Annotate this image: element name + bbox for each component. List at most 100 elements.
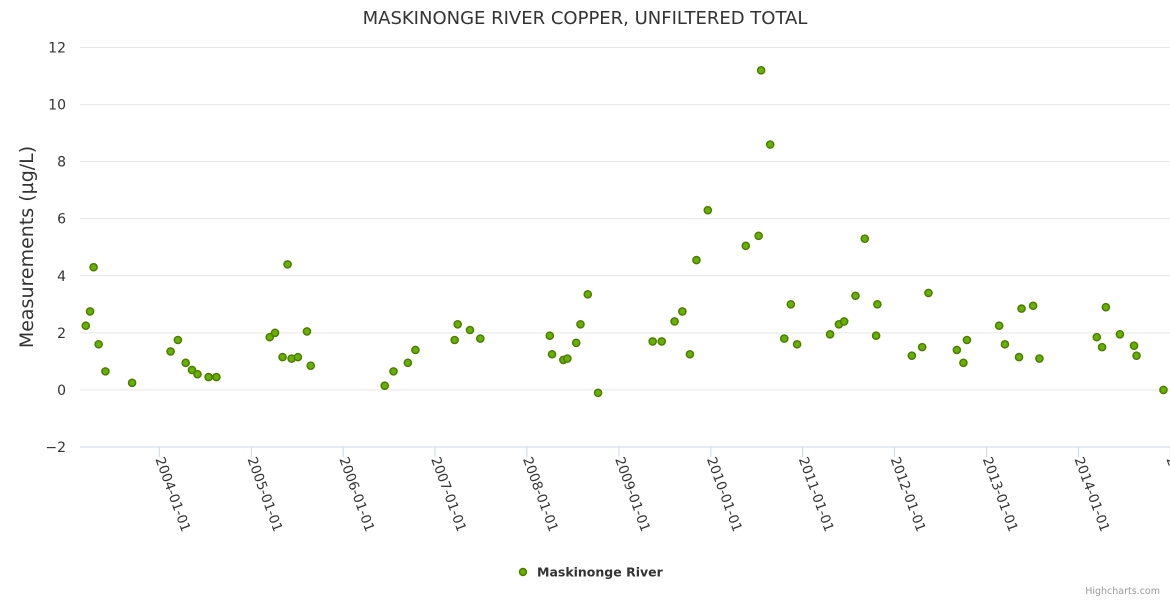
data-point[interactable] xyxy=(825,329,835,339)
data-point[interactable] xyxy=(181,358,190,368)
data-point[interactable] xyxy=(465,325,475,335)
data-point[interactable] xyxy=(692,255,701,265)
data-point[interactable] xyxy=(952,345,962,355)
data-point[interactable] xyxy=(547,349,557,359)
data-point[interactable] xyxy=(403,358,413,368)
data-point[interactable] xyxy=(924,288,933,298)
data-point[interactable] xyxy=(563,354,572,363)
data-point[interactable] xyxy=(593,388,603,398)
data-point[interactable] xyxy=(1132,351,1141,360)
data-point[interactable] xyxy=(839,317,849,326)
data-point[interactable] xyxy=(576,319,585,329)
data-point[interactable] xyxy=(1017,304,1026,313)
data-point[interactable] xyxy=(962,335,972,345)
data-point[interactable] xyxy=(1159,385,1168,395)
x-tick-label: 2008-01-01 xyxy=(519,455,561,534)
data-point[interactable] xyxy=(994,321,1004,331)
y-tick-label: −2 xyxy=(45,440,66,456)
data-point[interactable] xyxy=(101,367,110,376)
data-point[interactable] xyxy=(476,334,485,343)
data-point[interactable] xyxy=(571,338,581,348)
data-point[interactable] xyxy=(765,140,775,149)
x-tick-label: 2013-01-01 xyxy=(979,455,1021,534)
data-point[interactable] xyxy=(792,339,802,349)
data-point[interactable] xyxy=(657,337,667,346)
data-point[interactable] xyxy=(1097,342,1107,352)
data-point[interactable] xyxy=(786,300,796,309)
data-point[interactable] xyxy=(380,381,390,390)
data-point[interactable] xyxy=(94,339,103,349)
y-axis-ticks: −2 0 2 4 6 8 10 12 xyxy=(45,41,66,457)
data-point[interactable] xyxy=(389,367,398,376)
credits-link[interactable]: Highcharts.com xyxy=(1085,586,1160,597)
data-point[interactable] xyxy=(187,365,197,375)
data-point[interactable] xyxy=(741,241,751,251)
data-point[interactable] xyxy=(1101,302,1111,312)
data-point[interactable] xyxy=(306,361,316,370)
data-point[interactable] xyxy=(860,234,870,243)
data-point[interactable] xyxy=(907,351,917,360)
data-point[interactable] xyxy=(678,307,687,316)
legend-marker-icon xyxy=(518,567,528,577)
data-point[interactable] xyxy=(283,260,292,269)
data-point[interactable] xyxy=(204,372,213,382)
y-tick-label: 6 xyxy=(57,212,66,228)
x-tick-label: 2010-01-01 xyxy=(703,455,745,534)
data-point[interactable] xyxy=(173,335,183,345)
chart-title: MASKINONGE RIVER COPPER, UNFILTERED TOTA… xyxy=(363,8,808,29)
data-point[interactable] xyxy=(1035,354,1044,363)
x-tick-label: 2014-01-01 xyxy=(1071,455,1113,534)
x-tick-label: 2007-01-01 xyxy=(427,455,469,534)
legend-label: Maskinonge River xyxy=(537,565,664,580)
data-point[interactable] xyxy=(959,358,968,368)
data-point[interactable] xyxy=(81,321,91,331)
x-axis-ticks: 2004-01-01 2005-01-01 2006-01-01 2007-01-01… xyxy=(152,447,1170,534)
y-tick-label: 12 xyxy=(48,41,66,57)
data-point[interactable] xyxy=(1129,341,1139,350)
data-point[interactable] xyxy=(754,231,763,241)
data-point[interactable] xyxy=(545,331,555,341)
data-point[interactable] xyxy=(270,328,280,338)
x-tick-label: 2006-01-01 xyxy=(335,455,377,534)
data-point[interactable] xyxy=(278,352,287,362)
data-point[interactable] xyxy=(685,349,695,359)
data-point[interactable] xyxy=(450,335,459,345)
data-point[interactable] xyxy=(1000,339,1010,349)
data-point[interactable] xyxy=(779,334,789,343)
data-point[interactable] xyxy=(917,342,927,352)
y-tick-label: 2 xyxy=(57,326,66,342)
series-points xyxy=(81,66,1168,398)
x-tick-label: 2012-01-01 xyxy=(887,455,929,534)
y-axis-title: Measurements (µg/L) xyxy=(16,146,38,348)
data-point[interactable] xyxy=(873,300,882,309)
data-point[interactable] xyxy=(1028,301,1038,311)
data-point[interactable] xyxy=(302,327,312,336)
data-point[interactable] xyxy=(193,369,202,379)
data-point[interactable] xyxy=(127,378,137,388)
data-point[interactable] xyxy=(85,307,95,316)
x-tick-label: 2009-01-01 xyxy=(611,455,653,534)
data-point[interactable] xyxy=(293,352,303,362)
data-point[interactable] xyxy=(648,337,657,346)
data-point[interactable] xyxy=(851,291,860,301)
data-point[interactable] xyxy=(212,372,221,382)
data-point[interactable] xyxy=(703,205,713,215)
x-tick-label: 2004-01-01 xyxy=(152,455,194,534)
data-point[interactable] xyxy=(583,290,593,299)
data-point[interactable] xyxy=(756,66,766,75)
data-point[interactable] xyxy=(166,347,175,356)
data-point[interactable] xyxy=(89,262,98,272)
data-point[interactable] xyxy=(411,345,420,355)
x-tick-label: 2005-01-01 xyxy=(244,455,286,534)
x-tick-label: 2015-01-01 xyxy=(1162,455,1170,534)
data-point[interactable] xyxy=(1014,352,1024,362)
data-point[interactable] xyxy=(453,319,462,329)
data-point[interactable] xyxy=(871,331,881,341)
data-point[interactable] xyxy=(1092,332,1102,342)
data-point[interactable] xyxy=(1115,329,1125,339)
y-tick-label: 4 xyxy=(57,269,66,285)
legend-item[interactable]: Maskinonge River xyxy=(518,565,664,580)
y-tick-label: 8 xyxy=(57,155,66,171)
data-point[interactable] xyxy=(670,317,679,326)
